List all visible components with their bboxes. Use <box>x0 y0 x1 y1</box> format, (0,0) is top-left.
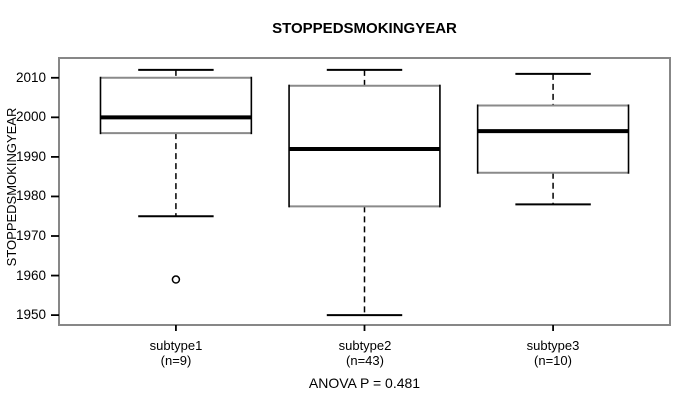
box-rect <box>100 77 252 134</box>
outlier-point <box>171 275 181 284</box>
chart-title: STOPPEDSMOKINGYEAR <box>272 20 457 37</box>
box-rect <box>477 105 629 173</box>
box-rect <box>289 85 440 207</box>
anova-annotation: ANOVA P = 0.481 <box>308 375 421 391</box>
